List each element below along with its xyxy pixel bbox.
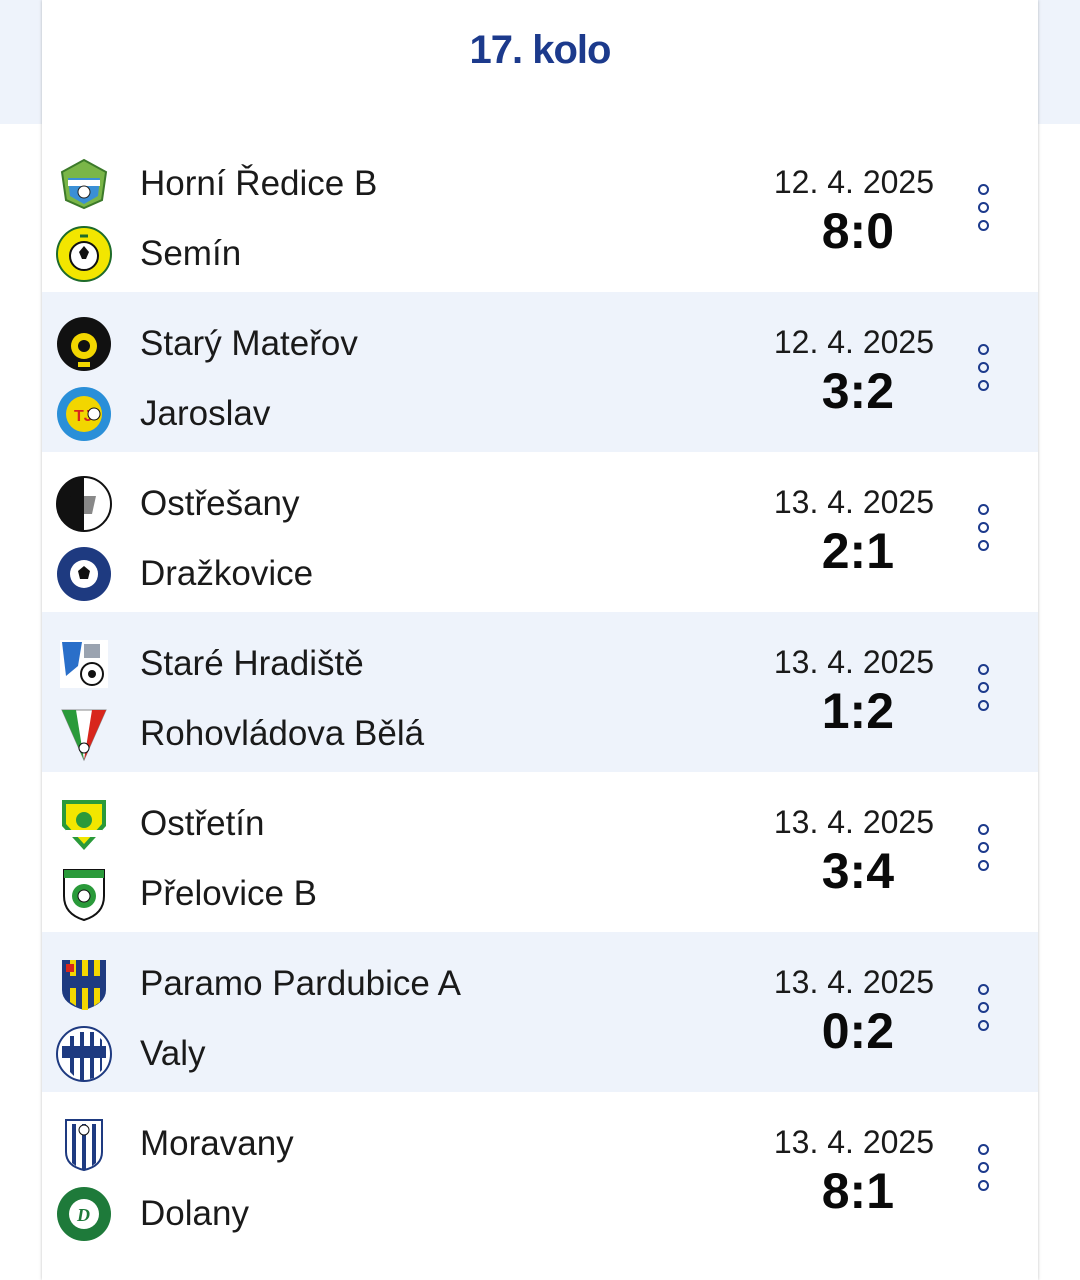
match-score: 2:1: [821, 523, 894, 579]
match-score: 3:4: [821, 843, 894, 899]
fixtures-card: 17. kolo Horní Ředice B Semín 12. 4. 202…: [42, 0, 1038, 1280]
match-date: 12. 4. 2025: [773, 324, 934, 360]
paramo-pardubice-crest: [62, 960, 106, 1010]
sk-dolany-crest: D: [57, 1187, 111, 1241]
more-vertical-icon[interactable]: [976, 664, 990, 720]
horni-redice-crest: [60, 158, 108, 210]
round-title: 17. kolo: [469, 28, 612, 72]
home-team[interactable]: Moravany: [56, 1116, 716, 1176]
more-vertical-icon[interactable]: [976, 984, 990, 1040]
away-team-name: Dražkovice: [140, 554, 314, 593]
match-score: 3:2: [821, 363, 894, 419]
match-date: 13. 4. 2025: [773, 644, 934, 680]
away-team[interactable]: Dražkovice: [56, 546, 716, 606]
home-team-name: Moravany: [140, 1124, 294, 1163]
home-team-name: Horní Ředice B: [140, 164, 378, 203]
home-team[interactable]: Ostřešany: [56, 476, 716, 536]
home-team-name: Ostřešany: [140, 484, 300, 523]
more-vertical-icon[interactable]: [976, 504, 990, 560]
match-score: 0:2: [821, 1003, 894, 1059]
away-team[interactable]: Přelovice B: [56, 866, 716, 926]
match-row[interactable]: Starý Mateřov TJ Jaroslav 12. 4. 2025 3:…: [42, 292, 1038, 452]
match-row[interactable]: Ostřešany Dražkovice 13. 4. 2025 2:1: [42, 452, 1038, 612]
stary-materov-crest: [57, 317, 111, 371]
home-team[interactable]: Staré Hradiště: [56, 636, 716, 696]
stare-hradiste-crest: [60, 640, 108, 688]
tj-valy-crest: [56, 1026, 112, 1082]
match-score: 8:0: [821, 203, 894, 259]
sk-drazkovice-crest: [57, 547, 111, 601]
home-team-name: Paramo Pardubice A: [140, 964, 462, 1003]
away-team-name: Semín: [140, 234, 242, 273]
match-score: 1:2: [821, 683, 894, 739]
match-row[interactable]: Ostřetín Přelovice B 13. 4. 2025 3:4: [42, 772, 1038, 932]
sokol-rohovladova-bela-crest: [61, 709, 107, 762]
home-team-name: Ostřetín: [140, 804, 265, 843]
away-team[interactable]: Semín: [56, 226, 716, 286]
more-vertical-icon[interactable]: [976, 344, 990, 400]
home-team[interactable]: Starý Mateřov: [56, 316, 716, 376]
moravany-crest: [65, 1119, 103, 1172]
match-row[interactable]: Paramo Pardubice A Valy 13. 4. 2025 0:2: [42, 932, 1038, 1092]
sokol-ostretin-crest: [62, 800, 106, 850]
match-date: 13. 4. 2025: [773, 484, 934, 520]
match-date: 13. 4. 2025: [773, 964, 934, 1000]
match-date: 13. 4. 2025: [773, 804, 934, 840]
match-row[interactable]: Horní Ředice B Semín 12. 4. 2025 8:0: [42, 132, 1038, 292]
away-team-name: Přelovice B: [140, 874, 318, 913]
jaroslav-crest: TJ: [57, 387, 111, 441]
away-team-name: Dolany: [140, 1194, 249, 1233]
away-team-name: Jaroslav: [140, 394, 271, 433]
away-team-name: Rohovládova Bělá: [140, 714, 425, 753]
match-date: 13. 4. 2025: [773, 1124, 934, 1160]
away-team[interactable]: Rohovládova Bělá: [56, 706, 716, 766]
away-team[interactable]: Valy: [56, 1026, 716, 1086]
home-team-name: Staré Hradiště: [140, 644, 364, 683]
tj-prelovice-crest: [63, 869, 105, 922]
match-row[interactable]: Moravany D Dolany 13. 4. 2025 8:1: [42, 1092, 1038, 1252]
away-team-name: Valy: [140, 1034, 206, 1073]
home-team[interactable]: Paramo Pardubice A: [56, 956, 716, 1016]
sokol-semin-crest: [56, 226, 112, 282]
svg-text:D: D: [76, 1205, 90, 1225]
more-vertical-icon[interactable]: [976, 824, 990, 880]
afk-ostresany-crest: [56, 476, 112, 532]
match-score: 8:1: [821, 1163, 894, 1219]
home-team[interactable]: Ostřetín: [56, 796, 716, 856]
match-row[interactable]: Staré Hradiště Rohovládova Bělá 13. 4. 2…: [42, 612, 1038, 772]
home-team-name: Starý Mateřov: [140, 324, 358, 363]
match-date: 12. 4. 2025: [773, 164, 934, 200]
more-vertical-icon[interactable]: [976, 184, 990, 240]
more-vertical-icon[interactable]: [976, 1144, 990, 1200]
away-team[interactable]: TJ Jaroslav: [56, 386, 716, 446]
home-team[interactable]: Horní Ředice B: [56, 156, 716, 216]
away-team[interactable]: D Dolany: [56, 1186, 716, 1246]
